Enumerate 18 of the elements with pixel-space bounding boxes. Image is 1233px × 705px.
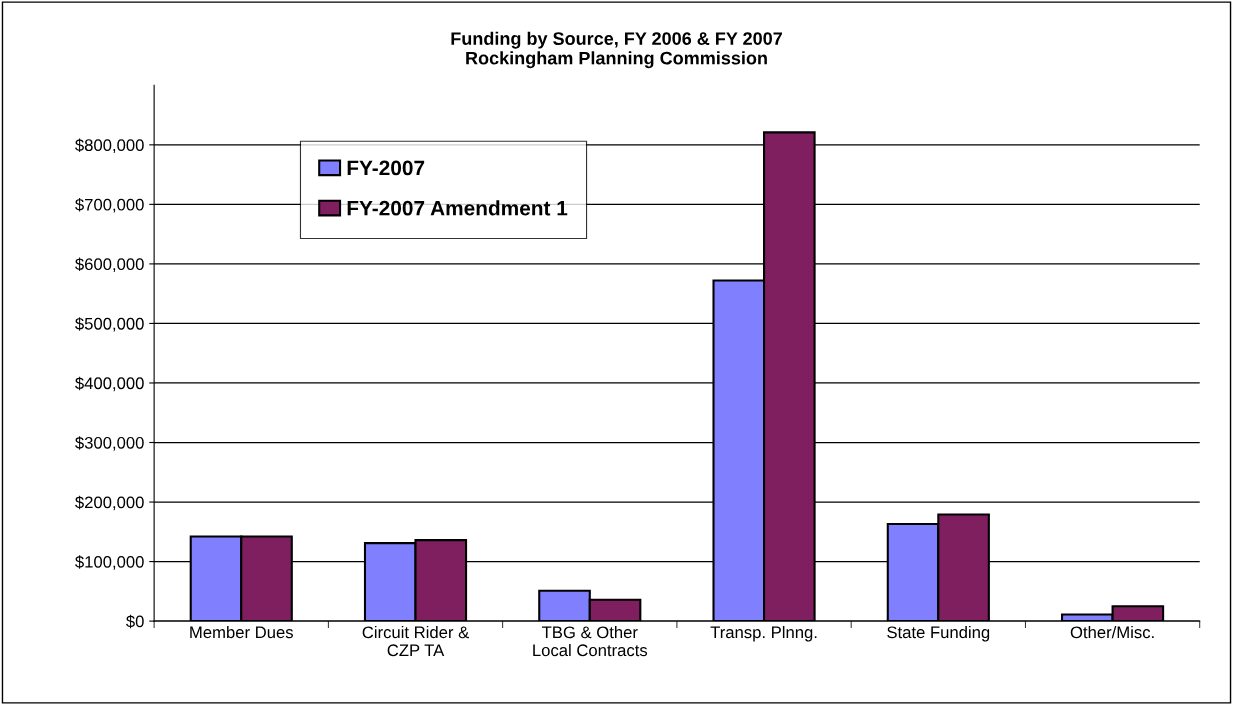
x-tick-label: State Funding — [887, 625, 990, 642]
y-tick-label: $100,000 — [75, 555, 144, 570]
x-tick-label: Transp. Plnng. — [710, 625, 817, 642]
x-tick-label: Member Dues — [190, 625, 293, 639]
y-tick-label: $600,000 — [75, 257, 144, 273]
x-tick-label: TBG & Other Local Contracts — [533, 625, 648, 657]
y-tick-label: $400,000 — [75, 376, 144, 392]
x-tick-label: Other/Misc. — [1070, 625, 1154, 639]
y-tick-label: $500,000 — [75, 317, 144, 332]
y-tick-label: $0 — [126, 614, 144, 629]
legend-label: FY-2007 — [347, 160, 425, 176]
y-tick-label: $700,000 — [75, 198, 144, 213]
x-tick-label: Circuit Rider & CZP TA — [362, 625, 469, 657]
chart-title: Funding by Source, FY 2006 & FY 2007 Rockingham Planning Commission — [451, 31, 782, 69]
legend-label: FY-2007 Amendment 1 — [347, 200, 568, 216]
y-tick-label: $800,000 — [75, 138, 144, 154]
y-tick-label: $200,000 — [75, 495, 144, 511]
y-tick-label: $300,000 — [75, 436, 144, 451]
